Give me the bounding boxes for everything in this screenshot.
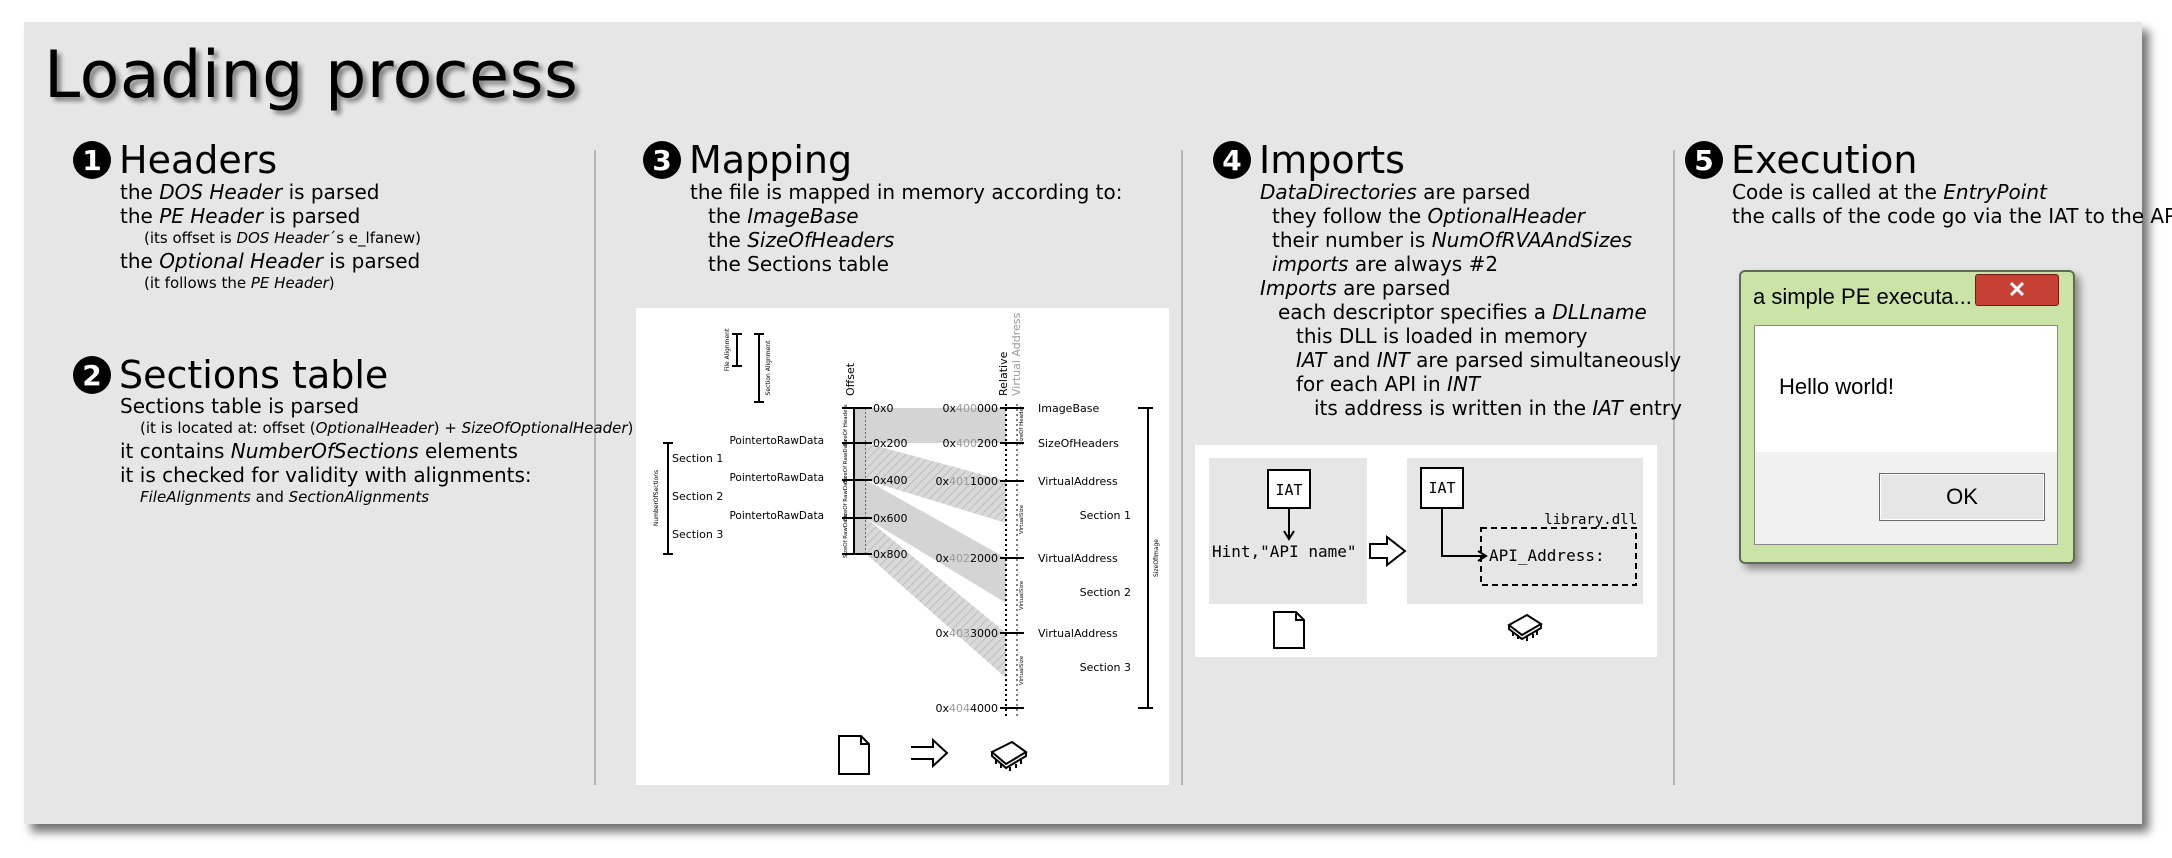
file-section-label: Section 2 [672,490,723,503]
imports-diagram-svg: IAT Hint,"API name" IAT library.dll API_… [1209,458,1643,649]
execution-text: Code is called at the EntryPoint the cal… [1732,180,2172,228]
imports-heading: 4 Imports [1213,138,1405,182]
headers-heading: 1 Headers [73,138,277,182]
memory-field-label: VirtualAddress [1038,475,1118,488]
memory-chip-icon [990,740,1028,771]
mapping-heading: 3 Mapping [643,138,852,182]
headers-title: Headers [119,138,278,182]
file-alignment-label: File Alignment [724,328,731,371]
iat-right-box [1420,467,1464,509]
size-of-raw-data-label: SizeOf RawData [843,439,849,483]
size-of-raw-data-label: SizeOf Headers [843,404,849,446]
offset-value: 0x0 [873,402,894,415]
virtual-address-value: 0x400000 [942,402,998,415]
file-icon [838,735,870,775]
iat-left-label: IAT [1275,481,1302,499]
memory-section-label: Section 1 [1080,509,1131,522]
column-divider [1673,150,1675,785]
step-number-3: 3 [643,141,681,179]
import-arrow-icon [1369,534,1407,568]
column-divider [594,150,596,785]
iat-right-label: IAT [1428,479,1455,497]
sections-table-title: Sections table [119,353,389,397]
virtual-address-value: 0x4022000 [935,552,998,565]
memory-address-marks: 0x400000 0x400200 0x4011000 0x4022000 0x4033… [935,402,1131,715]
sections-table-text: Sections table is parsed (it is located … [120,394,634,506]
close-icon: ✕ [2007,277,2027,302]
close-button[interactable]: ✕ [1975,274,2059,306]
relative-label: Relative [997,351,1010,396]
library-dll-label: library.dll [1544,512,1637,528]
memory-section-label: Section 3 [1080,661,1131,674]
virtual-address-value: 0x4044000 [935,702,998,715]
memory-chip-icon [1507,613,1543,641]
virtual-size-label: SizeOf Header [1019,405,1025,445]
api-address-label: API_Address: [1489,546,1605,565]
memory-field-label: VirtualAddress [1038,627,1118,640]
imports-title: Imports [1259,138,1405,182]
file-offset-marks: 0x0 0x200 0x400 0x600 0x800 PointertoRawData P… [672,402,908,561]
pointer-to-raw-data-label: PointertoRawData [729,510,824,522]
virtual-size-label: VirtualSize [1019,655,1025,685]
section3-mapping-band [866,518,1006,678]
dialog-message: Hello world! [1779,374,1894,399]
alignment-brackets [732,333,764,403]
offset-value: 0x400 [873,474,908,487]
number-of-sections-label: NumberOfSections [653,470,660,526]
execution-title: Execution [1731,138,1918,182]
ok-button[interactable]: OK [1879,473,2045,521]
dialog-message-area: Hello world! [1755,326,2057,452]
imports-text: DataDirectories are parsed they follow t… [1260,180,1682,420]
file-section-label: Section 3 [672,528,723,541]
mapping-title: Mapping [689,138,853,182]
memory-field-label: SizeOfHeaders [1038,437,1119,450]
size-of-raw-data-label: SizeOf RawData [843,477,849,521]
dialog-body: Hello world! OK [1754,325,2058,545]
offset-axis-label: Offset [844,362,857,396]
sizeofimage-label: SizeOfImage [1153,539,1160,577]
imports-diagram: IAT Hint,"API name" IAT library.dll API_… [1195,445,1657,657]
column-divider [1181,150,1183,785]
slide-title: Loading process [44,38,579,113]
memory-field-label: VirtualAddress [1038,552,1118,565]
hint-api-name: Hint,"API name" [1212,542,1357,561]
step-number-5: 5 [1685,141,1723,179]
mapping-text: the file is mapped in memory according t… [690,180,1123,276]
dialog-title: a simple PE executa... [1753,284,1972,309]
message-box-dialog: a simple PE executa... ✕ Hello world! OK [1739,270,2075,564]
section2-mapping-band [866,480,1006,603]
section-alignment-label: Section Alignment [765,340,772,396]
arrow-icon [911,737,949,769]
file-section-label: Section 1 [672,452,723,465]
execution-heading: 5 Execution [1685,138,1917,182]
virtual-address-value: 0x400200 [942,437,998,450]
memory-field-label: ImageBase [1038,402,1099,415]
virtual-address-value: 0x4011000 [935,475,998,488]
section1-mapping-band [866,443,1006,523]
pointer-to-raw-data-label: PointertoRawData [729,472,824,484]
file-icon [1273,611,1305,649]
offset-value: 0x600 [873,512,908,525]
header-mapping-band [866,408,1006,443]
virtual-size-label: VirtualSize [1019,580,1025,610]
pointer-to-raw-data-label: PointertoRawData [729,435,824,447]
offset-value: 0x200 [873,437,908,450]
virtual-address-value: 0x4033000 [935,627,998,640]
headers-text: the DOS Header is parsed the PE Header i… [120,180,422,292]
sections-table-heading: 2 Sections table [73,353,388,397]
offset-value: 0x800 [873,548,908,561]
step-number-2: 2 [73,356,111,394]
size-of-raw-data-label: SizeOf RawData [843,514,849,558]
memory-section-label: Section 2 [1080,586,1131,599]
step-number-1: 1 [73,141,111,179]
mapping-diagram: File Alignment Section Alignment Offset … [636,308,1169,785]
virtual-address-label: Virtual Address [1010,312,1023,396]
virtual-size-label: VirtualSize [1019,504,1025,534]
step-number-4: 4 [1213,141,1251,179]
mapping-diagram-svg: File Alignment Section Alignment Offset … [653,312,1160,775]
